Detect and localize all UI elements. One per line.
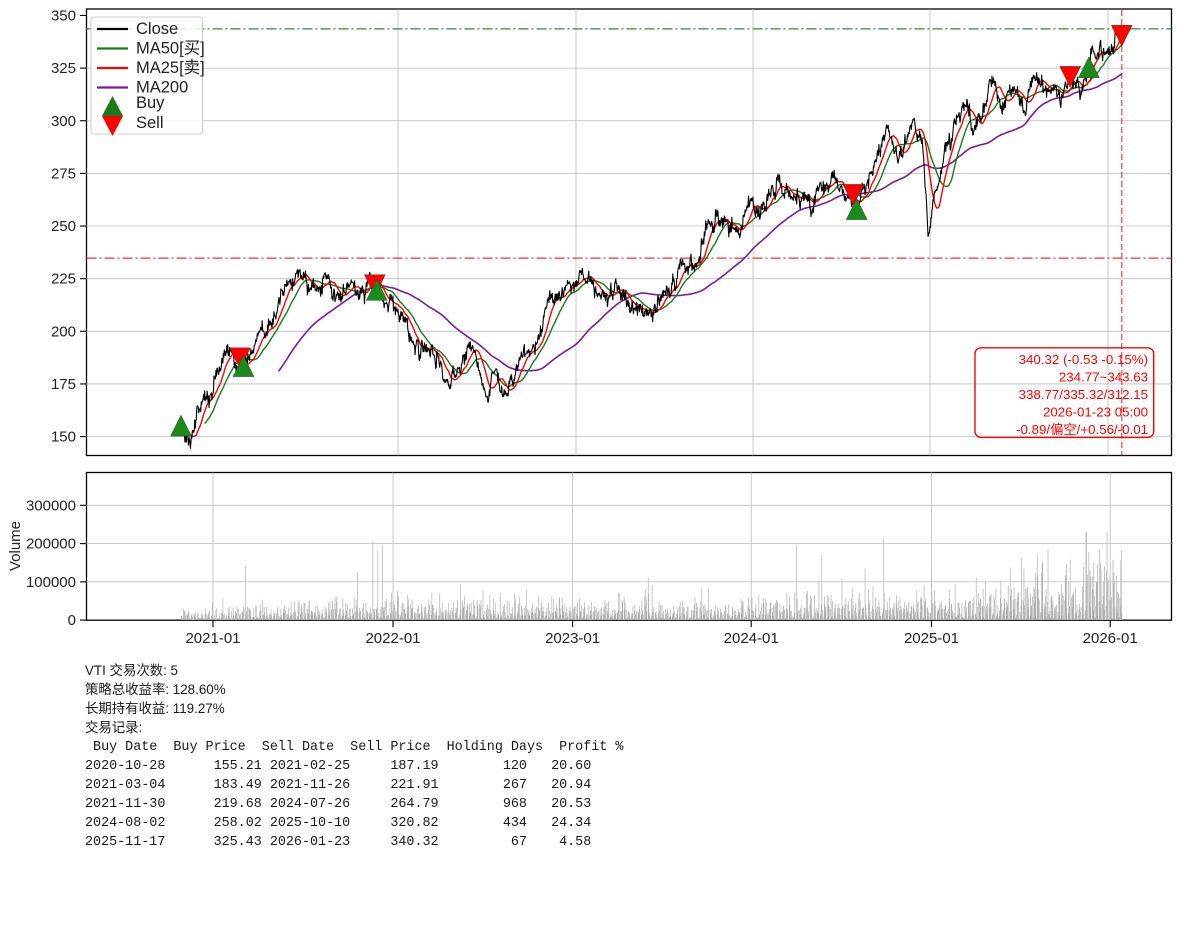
svg-text:300000: 300000 [26, 497, 76, 514]
svg-text:100000: 100000 [26, 574, 76, 591]
svg-text:2023-01: 2023-01 [545, 630, 600, 647]
svg-text:0: 0 [68, 612, 76, 629]
svg-text:2022-01: 2022-01 [365, 630, 420, 647]
svg-text:2026-01: 2026-01 [1083, 630, 1138, 647]
svg-text:Volume: Volume [7, 521, 24, 571]
svg-text:2024-01: 2024-01 [724, 630, 779, 647]
svg-text:2021-01: 2021-01 [185, 630, 240, 647]
svg-text:2025-01: 2025-01 [904, 630, 959, 647]
svg-text:200000: 200000 [26, 536, 76, 553]
